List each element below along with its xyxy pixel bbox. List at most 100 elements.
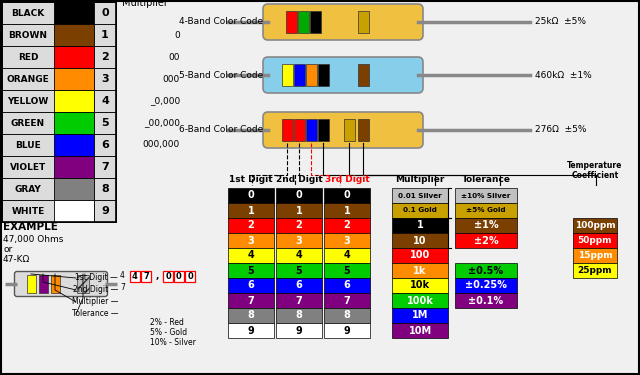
- Bar: [94, 112, 116, 134]
- Text: 2: 2: [248, 220, 254, 231]
- Bar: [228, 248, 274, 263]
- Text: _0,000: _0,000: [150, 96, 180, 105]
- Text: 000: 000: [163, 75, 180, 84]
- Bar: [54, 156, 94, 178]
- Bar: [185, 271, 195, 282]
- Text: BLUE: BLUE: [15, 141, 41, 150]
- Bar: [174, 271, 184, 282]
- Bar: [324, 233, 370, 248]
- Bar: [324, 323, 370, 338]
- Text: 9: 9: [248, 326, 254, 336]
- Bar: [130, 271, 140, 282]
- Bar: [54, 46, 94, 68]
- Bar: [324, 218, 370, 233]
- Bar: [455, 278, 517, 293]
- Text: 7: 7: [120, 283, 125, 292]
- Text: ±10% Silver: ±10% Silver: [461, 192, 511, 198]
- Bar: [276, 263, 322, 278]
- Bar: [228, 233, 274, 248]
- Text: 3: 3: [248, 236, 254, 246]
- Bar: [392, 293, 448, 308]
- FancyBboxPatch shape: [263, 57, 423, 93]
- Text: 5% - Gold: 5% - Gold: [150, 328, 187, 337]
- Bar: [392, 323, 448, 338]
- Text: 10k: 10k: [410, 280, 430, 291]
- Text: 1M: 1M: [412, 310, 428, 321]
- Text: 6: 6: [248, 280, 254, 291]
- Bar: [228, 263, 274, 278]
- Text: ±0.5%: ±0.5%: [468, 266, 504, 276]
- Bar: [2, 112, 116, 134]
- Bar: [276, 308, 322, 323]
- Text: 6: 6: [344, 280, 350, 291]
- Bar: [2, 90, 116, 112]
- Text: 4-Band Color Code: 4-Band Color Code: [179, 18, 263, 27]
- Bar: [54, 200, 94, 222]
- Bar: [2, 68, 116, 90]
- Text: ,: ,: [156, 272, 159, 281]
- Text: 47-KΩ: 47-KΩ: [3, 255, 30, 264]
- Bar: [392, 233, 448, 248]
- Bar: [228, 323, 274, 338]
- Text: 2nd Digit —: 2nd Digit —: [73, 285, 118, 294]
- Text: 000,000: 000,000: [143, 141, 180, 150]
- Bar: [141, 271, 151, 282]
- Text: Multiplier: Multiplier: [396, 175, 445, 184]
- Bar: [573, 233, 617, 248]
- Text: 5: 5: [296, 266, 302, 276]
- Bar: [276, 248, 322, 263]
- Text: 3: 3: [344, 236, 350, 246]
- Text: 3rd Digit: 3rd Digit: [324, 175, 369, 184]
- Text: Temperature
Coefficient: Temperature Coefficient: [567, 160, 623, 180]
- Text: 5: 5: [248, 266, 254, 276]
- Bar: [276, 233, 322, 248]
- Bar: [392, 248, 448, 263]
- Text: 50ppm: 50ppm: [578, 236, 612, 245]
- Text: 100k: 100k: [406, 296, 433, 306]
- FancyBboxPatch shape: [263, 4, 423, 40]
- Bar: [358, 11, 369, 33]
- Text: ±0.25%: ±0.25%: [465, 280, 507, 291]
- Text: 0: 0: [101, 8, 109, 18]
- Text: 2: 2: [296, 220, 302, 231]
- Text: _00,000: _00,000: [144, 118, 180, 128]
- Text: 25ppm: 25ppm: [578, 266, 612, 275]
- Bar: [77, 275, 89, 293]
- Text: 3: 3: [101, 74, 109, 84]
- Text: ±5% Gold: ±5% Gold: [466, 207, 506, 213]
- Text: 7: 7: [248, 296, 254, 306]
- Bar: [276, 293, 322, 308]
- Bar: [276, 188, 322, 203]
- Text: 1: 1: [101, 30, 109, 40]
- Text: ORANGE: ORANGE: [6, 75, 49, 84]
- Text: 6: 6: [296, 280, 302, 291]
- Bar: [324, 308, 370, 323]
- Text: WHITE: WHITE: [12, 207, 45, 216]
- Bar: [318, 119, 329, 141]
- Text: 3: 3: [296, 236, 302, 246]
- Text: Multiplier —: Multiplier —: [72, 297, 118, 306]
- Bar: [51, 275, 60, 293]
- Text: 0.1 Gold: 0.1 Gold: [403, 207, 437, 213]
- Text: 8: 8: [248, 310, 255, 321]
- Text: 0: 0: [174, 30, 180, 39]
- Text: 0: 0: [187, 272, 193, 281]
- Bar: [228, 188, 274, 203]
- Text: 1k: 1k: [413, 266, 427, 276]
- Text: GREEN: GREEN: [11, 118, 45, 128]
- Text: 4: 4: [296, 251, 302, 261]
- Bar: [94, 2, 116, 24]
- Bar: [324, 278, 370, 293]
- Text: 47,000 Ohms: 47,000 Ohms: [3, 235, 63, 244]
- Text: Tolerance —: Tolerance —: [72, 309, 118, 318]
- Text: 4: 4: [344, 251, 350, 261]
- FancyBboxPatch shape: [15, 272, 108, 297]
- Text: Tolerance: Tolerance: [461, 175, 511, 184]
- Bar: [39, 275, 48, 293]
- Text: 8: 8: [344, 310, 351, 321]
- Bar: [286, 11, 297, 33]
- Bar: [455, 233, 517, 248]
- Text: ±0.1%: ±0.1%: [468, 296, 504, 306]
- Bar: [228, 218, 274, 233]
- Bar: [54, 24, 94, 46]
